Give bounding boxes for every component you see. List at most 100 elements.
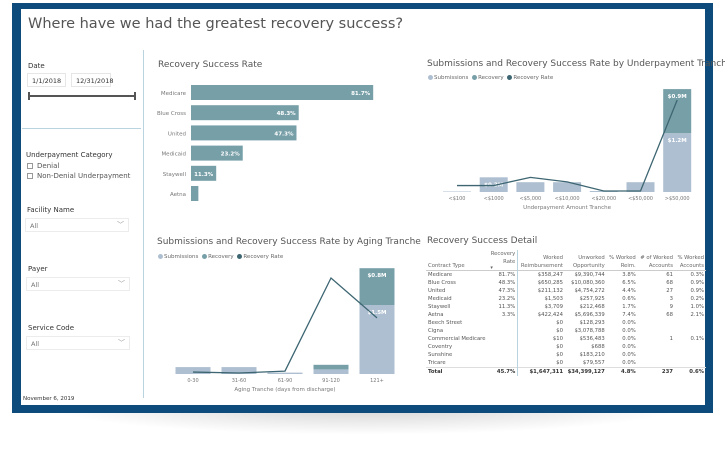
table-cell <box>488 319 519 328</box>
service-code-dropdown[interactable]: All ﹀ <box>26 336 130 350</box>
table-cell: Medicaid <box>428 295 452 302</box>
table-cell: 48.3% <box>488 278 519 287</box>
payer-dropdown[interactable]: All ﹀ <box>26 277 130 291</box>
table-cell <box>638 343 675 351</box>
table-cell: 27 <box>666 287 673 294</box>
table-cell: $5,696,339 <box>574 312 605 319</box>
checkbox-icon <box>27 163 33 169</box>
column-header[interactable]: % Worked Reim. <box>609 255 636 269</box>
aging-tranche-chart: 0-30 31-60 61-90 91-120 $1.5M $0.8M 121+ Aging … <box>175 268 395 393</box>
table-cell <box>675 360 706 368</box>
tick-label: 121+ <box>370 378 384 384</box>
column-header[interactable]: Contract Type <box>428 263 465 269</box>
category-label: Medicare <box>161 91 187 97</box>
divider <box>22 128 141 129</box>
sort-icon[interactable]: ▾ <box>490 265 493 271</box>
x-axis-title: Underpayment Amount Tranche <box>523 205 611 211</box>
table-row[interactable]: Commercial Medicare $10 $536,483 0.0% 1 0.1% <box>426 335 706 344</box>
facility-dropdown[interactable]: All ﹀ <box>25 218 129 232</box>
bar <box>191 125 297 141</box>
legend-dot <box>507 75 513 80</box>
slider-end-handle[interactable] <box>134 92 136 100</box>
legend-submissions: Submissions <box>434 75 469 81</box>
data-label: $1.5M <box>367 310 386 316</box>
start-date-input[interactable]: 1/1/2018 <box>27 73 66 87</box>
table-row[interactable]: Cigna $0 $3,078,788 0.0% <box>426 327 706 336</box>
table-cell: Commercial Medicare <box>428 336 486 343</box>
checkbox-icon <box>27 173 33 179</box>
legend-dot <box>202 254 208 259</box>
table-cell: 0.0% <box>622 344 636 351</box>
table-cell: $211,132 <box>537 287 564 294</box>
table-row[interactable]: Coventry $0 $688 0.0% <box>426 343 706 352</box>
column-header[interactable]: # of Worked Accounts <box>640 255 673 269</box>
tick-label: 91-120 <box>322 378 340 384</box>
bar <box>191 145 243 161</box>
detail-table: Contract Type Recovery Rate ▾ Worked Reimburs… <box>426 250 706 376</box>
non-denial-checkbox[interactable]: Non-Denial Underpayment <box>27 172 130 180</box>
table-cell: 0.3% <box>690 271 704 278</box>
table-cell: $1,647,311 <box>517 367 566 376</box>
slider-start-handle[interactable] <box>28 92 30 100</box>
table-cell: United <box>428 287 446 294</box>
underpayment-category-label: Underpayment Category <box>26 151 113 159</box>
category-label: Medicaid <box>161 152 186 158</box>
tick-label: <$1000 <box>484 196 504 202</box>
submissions-bar <box>313 369 349 374</box>
table-cell: 0.0% <box>622 360 636 367</box>
legend-dot <box>472 75 478 80</box>
column-header[interactable]: Unworked Opportunity <box>572 255 605 269</box>
table-cell <box>675 327 706 335</box>
table-row[interactable]: Aetna 3.3% $422,424 $5,696,339 7.4% 68 2.1% <box>426 310 706 320</box>
column-header[interactable]: Recovery Rate ▾ <box>488 250 519 271</box>
table-cell <box>488 359 519 368</box>
recovery-rate-bar-chart: Medicare 81.7% Blue Cross 48.3% United 47.3% M… <box>157 85 374 201</box>
table-cell: 0.6% <box>622 295 636 302</box>
table-cell: 11.3% <box>488 302 519 311</box>
payer-label: Payer <box>28 265 48 273</box>
facility-label: Facility Name <box>27 206 75 214</box>
recovery-rate-line <box>457 99 678 192</box>
total-row[interactable]: Total 45.7% $1,647,311 $34,399,127 4.8% 237 0.… <box>426 367 706 376</box>
table-row[interactable]: Staywell 11.3% $3,709 $212,468 1.7% 9 1.0% <box>426 302 706 311</box>
table-row[interactable]: Tricare $0 $79,557 0.0% <box>426 359 706 368</box>
table-row[interactable]: Beech Street $0 $128,293 0.0% <box>426 319 706 328</box>
table-cell: 3.8% <box>622 271 636 278</box>
submissions-bar <box>175 367 211 374</box>
bar <box>191 85 374 100</box>
table-cell: $358,247 <box>537 271 564 278</box>
table-cell: $79,557 <box>582 360 605 367</box>
denial-checkbox[interactable]: Denial <box>27 162 59 170</box>
aging-chart-title: Submissions and Recovery Success Rate by… <box>157 237 421 247</box>
legend-recovery-rate: Recovery Rate <box>513 75 554 81</box>
underpayment-chart-title: Submissions and Recovery Success Rate by… <box>427 59 725 69</box>
table-cell: 4.8% <box>606 367 638 376</box>
denial-label: Denial <box>37 162 60 170</box>
report-date: November 6, 2019 <box>23 396 75 402</box>
table-cell: 61 <box>666 271 673 278</box>
table-cell <box>488 351 519 360</box>
table-row[interactable]: Blue Cross 48.3% $650,285 $10,080,360 6.5% 68… <box>426 278 706 287</box>
table-cell: Beech Street <box>428 320 463 327</box>
submissions-bar <box>626 182 655 192</box>
table-cell: Coventry <box>428 344 453 351</box>
table-cell: 0.6% <box>674 367 706 376</box>
table-row[interactable]: Medicare 81.7% $358,247 $9,390,744 3.8% 61 0.3… <box>426 270 706 279</box>
date-range-slider[interactable] <box>28 92 136 100</box>
end-date-input[interactable]: 12/31/2018 <box>71 73 113 87</box>
data-label: 48.3% <box>277 111 297 117</box>
chevron-down-icon: ﹀ <box>117 221 124 229</box>
table-row[interactable]: Sunshine $0 $183,210 0.0% <box>426 351 706 360</box>
table-cell <box>638 319 675 327</box>
table-row[interactable]: Medicaid 23.2% $1,503 $257,925 0.6% 3 0.2% <box>426 294 706 303</box>
chevron-down-icon: ﹀ <box>118 280 125 288</box>
table-cell: $0 <box>556 352 564 359</box>
column-header[interactable]: % Worked Accounts <box>677 255 704 269</box>
table-cell <box>488 343 519 352</box>
column-header[interactable]: Worked Reimbursement <box>520 255 564 269</box>
table-row[interactable]: United 47.3% $211,132 $4,754,272 4.4% 27 0.9% <box>426 286 706 295</box>
submissions-bar <box>267 372 303 374</box>
underpayment-tranche-chart: <$100$0.3M<$1000 <$5,000 <$10,000 <$20,000 <… <box>443 89 692 211</box>
facility-value: All <box>30 222 39 230</box>
table-cell: 23.2% <box>488 294 519 303</box>
